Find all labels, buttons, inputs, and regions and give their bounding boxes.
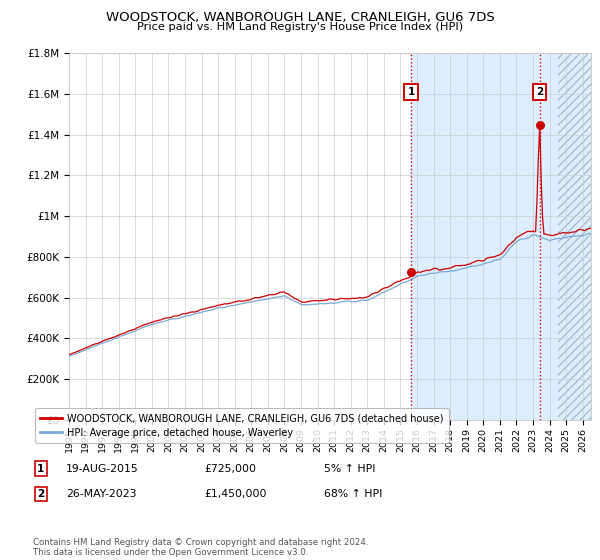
Bar <box>558 53 591 420</box>
Point <box>535 120 544 129</box>
Text: 26-MAY-2023: 26-MAY-2023 <box>66 489 137 499</box>
Text: 68% ↑ HPI: 68% ↑ HPI <box>324 489 382 499</box>
Text: 1: 1 <box>407 87 415 97</box>
Text: 19-AUG-2015: 19-AUG-2015 <box>66 464 139 474</box>
Text: 2: 2 <box>37 489 44 499</box>
Bar <box>411 53 591 420</box>
Text: 1: 1 <box>37 464 44 474</box>
Text: 5% ↑ HPI: 5% ↑ HPI <box>324 464 376 474</box>
Text: £725,000: £725,000 <box>204 464 256 474</box>
Text: £1,450,000: £1,450,000 <box>204 489 266 499</box>
Legend: WOODSTOCK, WANBOROUGH LANE, CRANLEIGH, GU6 7DS (detached house), HPI: Average pr: WOODSTOCK, WANBOROUGH LANE, CRANLEIGH, G… <box>35 408 449 443</box>
Text: Contains HM Land Registry data © Crown copyright and database right 2024.
This d: Contains HM Land Registry data © Crown c… <box>33 538 368 557</box>
Text: Price paid vs. HM Land Registry's House Price Index (HPI): Price paid vs. HM Land Registry's House … <box>137 22 463 32</box>
Text: WOODSTOCK, WANBOROUGH LANE, CRANLEIGH, GU6 7DS: WOODSTOCK, WANBOROUGH LANE, CRANLEIGH, G… <box>106 11 494 24</box>
Point <box>406 268 416 277</box>
Text: 2: 2 <box>536 87 543 97</box>
